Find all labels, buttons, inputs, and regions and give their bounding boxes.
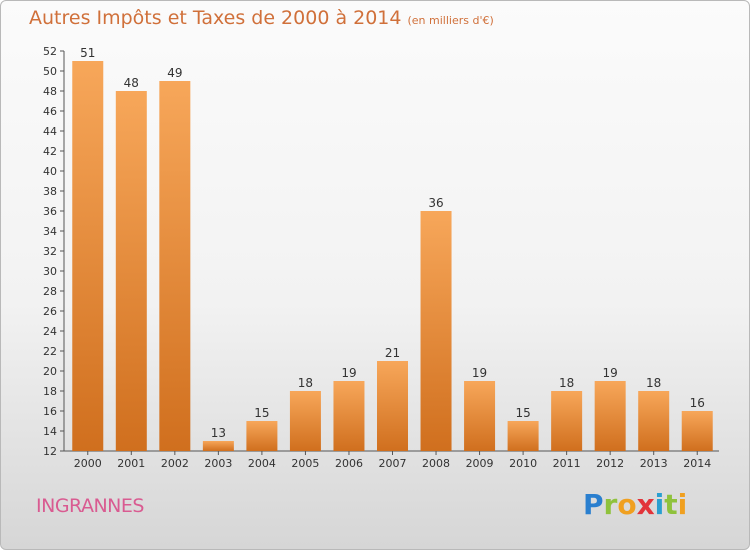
bar [115,91,147,451]
bar-value-label: 19 [341,366,356,380]
bar-value-label: 51 [80,46,95,60]
y-tick-label: 18 [43,385,57,398]
y-tick-label: 16 [43,405,57,418]
y-tick-label: 42 [43,145,57,158]
bar [420,211,452,451]
bar-value-label: 18 [646,376,661,390]
y-tick-label: 46 [43,105,57,118]
x-tick-label: 2000 [74,457,102,470]
logo-letter: r [603,488,618,521]
x-tick-label: 2004 [248,457,276,470]
y-tick-label: 36 [43,205,57,218]
x-tick-label: 2014 [683,457,711,470]
bar-value-label: 19 [472,366,487,380]
bar [246,421,278,451]
bar-value-label: 15 [515,406,530,420]
proxiti-logo: Proxiti [583,488,687,521]
y-tick-label: 30 [43,265,57,278]
logo-letter: o [617,488,637,521]
bar-value-label: 18 [559,376,574,390]
y-tick-label: 26 [43,305,57,318]
x-tick-label: 2009 [466,457,494,470]
bar-value-label: 21 [385,346,400,360]
x-tick-label: 2007 [379,457,407,470]
x-tick-label: 2011 [553,457,581,470]
x-tick-label: 2003 [204,457,232,470]
chart-title: Autres Impôts et Taxes de 2000 à 2014 (en… [29,7,494,29]
chart-title-main: Autres Impôts et Taxes de 2000 à 2014 [29,7,402,29]
bar-value-label: 19 [603,366,618,380]
y-tick-label: 38 [43,185,57,198]
x-tick-label: 2005 [291,457,319,470]
logo-letter: i [677,488,688,521]
bar [507,421,539,451]
x-tick-label: 2008 [422,457,450,470]
bar-value-label: 16 [690,396,705,410]
bar-value-label: 49 [167,66,182,80]
x-tick-label: 2001 [117,457,145,470]
logo-letter: i [654,488,665,521]
y-tick-label: 52 [43,45,57,58]
bar-value-label: 36 [428,196,443,210]
bar-value-label: 48 [124,76,139,90]
x-tick-label: 2013 [640,457,668,470]
y-tick-label: 50 [43,65,57,78]
bar [681,411,713,451]
bar [72,61,104,451]
bar [333,381,365,451]
bar [289,391,321,451]
logo-letter: t [664,488,678,521]
logo-letter: P [583,488,604,521]
bar [377,361,408,451]
bar-value-label: 15 [254,406,269,420]
y-tick-label: 48 [43,85,57,98]
y-tick-label: 32 [43,245,57,258]
y-tick-label: 14 [43,425,57,438]
bar-value-label: 13 [211,426,226,440]
x-tick-label: 2002 [161,457,189,470]
bar [464,381,496,451]
bar [594,381,626,451]
y-tick-label: 28 [43,285,57,298]
y-tick-label: 24 [43,325,57,338]
y-tick-label: 34 [43,225,57,238]
logo-letter: x [636,488,655,521]
x-tick-label: 2012 [596,457,624,470]
bar [551,391,583,451]
y-tick-label: 12 [43,445,57,458]
x-tick-label: 2010 [509,457,537,470]
bar [638,391,670,451]
bar-value-label: 18 [298,376,313,390]
y-tick-label: 22 [43,345,57,358]
chart-title-unit: (en milliers d'€) [407,14,494,27]
y-tick-label: 20 [43,365,57,378]
commune-name: INGRANNES [36,495,144,517]
bar [159,81,191,451]
bar [202,441,234,451]
x-tick-label: 2006 [335,457,363,470]
y-tick-label: 40 [43,165,57,178]
y-tick-label: 44 [43,125,57,138]
